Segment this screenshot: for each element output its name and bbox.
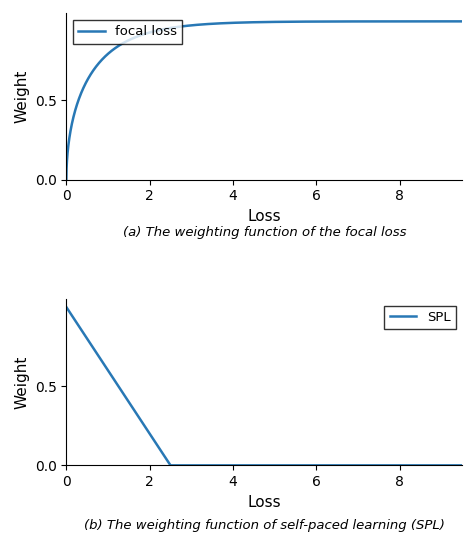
Line: SPL: SPL [66,307,462,465]
Legend: SPL: SPL [384,306,456,329]
focal loss [448,18,454,25]
Text: (a) The weighting function of the focal loss: (a) The weighting function of the focal … [122,226,406,239]
X-axis label: Loss: Loss [247,209,281,224]
X-axis label: Loss: Loss [247,494,281,509]
SPL [375,462,381,469]
focal loss [256,19,262,25]
focal loss [84,79,90,85]
Y-axis label: Weight: Weight [14,356,29,409]
focal loss [447,18,453,25]
focal loss [246,19,251,26]
focal loss [375,18,381,25]
SPL [256,462,262,469]
focal loss [459,18,465,25]
Text: (b) The weighting function of self-paced learning (SPL): (b) The weighting function of self-paced… [84,519,445,532]
SPL [246,462,251,469]
SPL [168,462,173,469]
SPL [448,462,454,469]
Legend: focal loss: focal loss [73,20,182,44]
Line: focal loss: focal loss [66,22,462,180]
focal loss [64,176,69,183]
Y-axis label: Weight: Weight [14,70,29,123]
SPL [448,462,454,469]
SPL [84,335,90,341]
SPL [459,462,465,469]
SPL [64,304,69,310]
